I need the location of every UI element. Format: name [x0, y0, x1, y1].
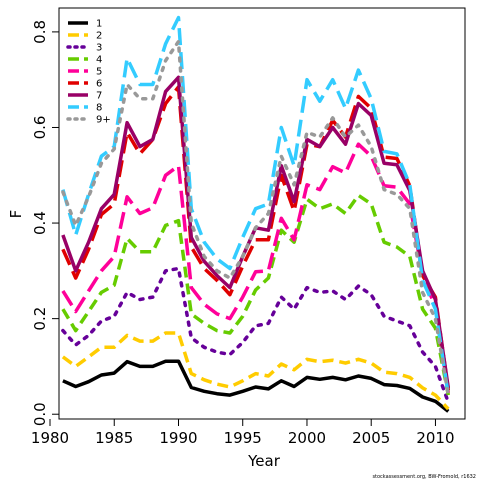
series-line-2: [61, 331, 450, 411]
x-tick-label: 1985: [95, 429, 133, 447]
plot-frame: [58, 7, 466, 420]
series-layer: [61, 15, 451, 413]
series-line-5: [61, 142, 451, 393]
x-axis: 1980 1985 1990 1995 2000 2005 2010: [31, 419, 455, 447]
legend-label: 1: [96, 19, 102, 30]
x-tick-label: 1990: [159, 429, 197, 447]
footnote: stockassessment.org, BW-Fromold, r1632: [372, 474, 476, 480]
legend-label: 4: [96, 55, 102, 66]
y-tick-label: 0.0: [31, 402, 49, 426]
legend-label: 9+: [96, 115, 111, 126]
y-axis-title: F: [7, 210, 25, 219]
legend-label: 7: [96, 91, 102, 102]
x-tick-label: 2010: [416, 429, 454, 447]
series-line-8: [61, 15, 451, 396]
y-tick-label: 0.6: [31, 116, 49, 140]
y-tick-label: 0.4: [31, 211, 49, 235]
y-axis: 0.0 0.2 0.4 0.6 0.8: [31, 20, 59, 426]
legend-label: 5: [96, 67, 102, 78]
legend-label: 8: [96, 103, 102, 114]
x-tick-label: 1995: [224, 429, 262, 447]
x-tick-label: 2000: [288, 429, 326, 447]
x-axis-title: Year: [247, 452, 281, 470]
legend-label: 3: [96, 43, 102, 54]
series-line-3: [61, 266, 451, 405]
x-tick-label: 1980: [31, 429, 69, 447]
series-line-4: [61, 193, 451, 396]
legend-label: 2: [96, 31, 102, 42]
legend-label: 6: [96, 79, 102, 90]
series-line-1: [62, 359, 450, 413]
x-tick-label: 2005: [352, 429, 390, 447]
series-line-6: [61, 85, 451, 391]
series-line-9plus: [61, 39, 451, 397]
y-tick-label: 0.8: [31, 20, 49, 44]
y-tick-label: 0.2: [31, 307, 49, 331]
